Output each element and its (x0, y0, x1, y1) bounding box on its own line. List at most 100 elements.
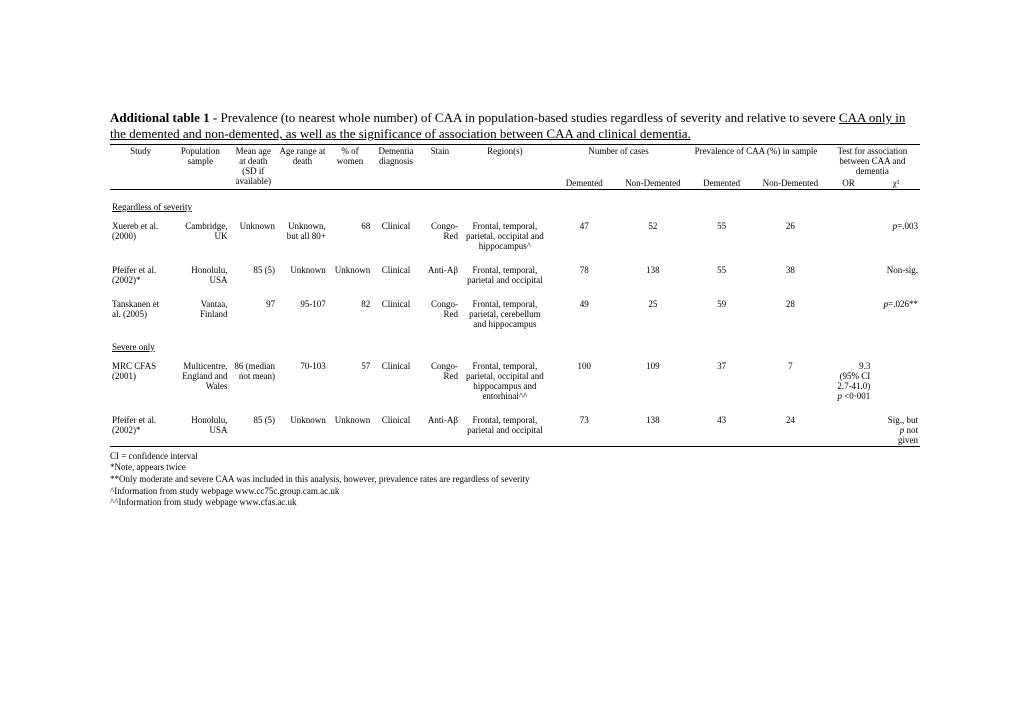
cell-dementia-dx: Clinical (372, 414, 420, 447)
cell-stain: Congo-Red (420, 220, 460, 252)
spacer-row (110, 286, 920, 298)
cell-pct-women: 57 (328, 360, 372, 402)
chi2-l1: Sig., but (888, 415, 918, 425)
chi2-pre: Non-sig. (887, 265, 918, 275)
cell-mean-age: 85 (5) (229, 264, 277, 286)
cell-dementia-dx: Clinical (372, 220, 420, 252)
cell-pop: Cambridge, UK (171, 220, 229, 252)
cell-mean-age: 86 (median not mean) (229, 360, 277, 402)
caption-body: Prevalence (to nearest whole number) of … (221, 110, 839, 125)
cell-study: MRC CFAS (2001) (110, 360, 171, 402)
cell-regions: Frontal, temporal, parietal, occipital a… (460, 220, 550, 252)
cell-p-nondem: 26 (756, 220, 825, 252)
cell-n-dem: 73 (550, 414, 619, 447)
cell-chi2 (872, 360, 920, 402)
cell-or (825, 264, 873, 286)
cell-p-nondem: 38 (756, 264, 825, 286)
cell-p-nondem: 7 (756, 360, 825, 402)
cell-n-nondem: 138 (619, 414, 688, 447)
cell-mean-age: 97 (229, 298, 277, 330)
cell-p-dem: 43 (687, 414, 756, 447)
cell-chi2: p=.003 (872, 220, 920, 252)
footnote: **Only moderate and severe CAA was inclu… (110, 474, 920, 486)
footnotes: CI = confidence interval *Note, appears … (110, 451, 920, 509)
table-row: Tanskanen et al. (2005) Vantaa, Finland … (110, 298, 920, 330)
chi2-post: =.003 (897, 221, 918, 231)
cell-or (825, 298, 873, 330)
col-population: Population sample (171, 144, 229, 189)
col-demented-2: Demented (687, 177, 756, 190)
cell-n-nondem: 25 (619, 298, 688, 330)
cell-pct-women: 68 (328, 220, 372, 252)
footnote: CI = confidence interval (110, 451, 920, 463)
cell-n-dem: 47 (550, 220, 619, 252)
cell-pop: Vantaa, Finland (171, 298, 229, 330)
header-row-1: Study Population sample Mean age at deat… (110, 144, 920, 177)
cell-mean-age: 85 (5) (229, 414, 277, 447)
cell-pop: Multicentre, England and Wales (171, 360, 229, 402)
col-test: Test for association between CAA and dem… (825, 144, 920, 177)
table-row: MRC CFAS (2001) Multicentre, England and… (110, 360, 920, 402)
footnote: *Note, appears twice (110, 462, 920, 474)
col-dementia-dx: Dementia diagnosis (372, 144, 420, 189)
cell-p-dem: 55 (687, 220, 756, 252)
page: Additional table 1 - Prevalence (to near… (0, 0, 1020, 549)
col-prevalence: Prevalence of CAA (%) in sample (687, 144, 824, 177)
cell-regions: Frontal, temporal, parietal and occipita… (460, 264, 550, 286)
col-stain: Stain (420, 144, 460, 189)
cell-stain: Congo-Red (420, 360, 460, 402)
section-row: Regardless of severity (110, 189, 920, 220)
cell-dementia-dx: Clinical (372, 298, 420, 330)
or-l1: 9.3 (859, 361, 870, 371)
col-chi2: χ² (872, 177, 920, 190)
cell-age-range: Unknown, but all 80+ (277, 220, 328, 252)
cell-or (825, 220, 873, 252)
cell-pct-women: Unknown (328, 414, 372, 447)
col-demented-1: Demented (550, 177, 619, 190)
cell-dementia-dx: Clinical (372, 264, 420, 286)
chi2-l3: given (898, 435, 918, 445)
cell-p-dem: 59 (687, 298, 756, 330)
col-or: OR (825, 177, 873, 190)
col-regions: Region(s) (460, 144, 550, 189)
or-l3: 2.7-41.0) (837, 381, 870, 391)
chi2-post: =.026** (888, 299, 918, 309)
cell-pop: Honolulu, USA (171, 414, 229, 447)
cell-p-nondem: 28 (756, 298, 825, 330)
cell-chi2: Non-sig. (872, 264, 920, 286)
cell-n-dem: 78 (550, 264, 619, 286)
table-caption: Additional table 1 - Prevalence (to near… (110, 110, 920, 143)
cell-stain: Anti-Aβ (420, 414, 460, 447)
col-study: Study (110, 144, 171, 189)
cell-n-nondem: 52 (619, 220, 688, 252)
col-age-range: Age range at death (277, 144, 328, 189)
or-l4post: <0·001 (842, 391, 870, 401)
cell-age-range: 70-103 (277, 360, 328, 402)
col-mean-age: Mean age at death (SD if available) (229, 144, 277, 189)
cell-or (825, 414, 873, 447)
data-table: Study Population sample Mean age at deat… (110, 144, 920, 447)
cell-pct-women: Unknown (328, 264, 372, 286)
table-row: Xuereb et al. (2000) Cambridge, UK Unkno… (110, 220, 920, 252)
cell-n-nondem: 109 (619, 360, 688, 402)
spacer-row (110, 252, 920, 264)
cell-dementia-dx: Clinical (372, 360, 420, 402)
footnote: ^Information from study webpage www.cc75… (110, 486, 920, 498)
cell-stain: Congo-Red (420, 298, 460, 330)
cell-study: Pfeifer et al. (2002)* (110, 414, 171, 447)
section-regardless: Regardless of severity (110, 189, 920, 220)
cell-p-dem: 55 (687, 264, 756, 286)
cell-pop: Honolulu, USA (171, 264, 229, 286)
cell-p-dem: 37 (687, 360, 756, 402)
section-row: Severe only (110, 330, 920, 360)
cell-regions: Frontal, temporal, parietal, occipital a… (460, 360, 550, 402)
cell-age-range: Unknown (277, 264, 328, 286)
cell-p-nondem: 24 (756, 414, 825, 447)
chi2-l2post: not (904, 425, 918, 435)
table-row: Pfeifer et al. (2002)* Honolulu, USA 85 … (110, 414, 920, 447)
caption-prefix: Additional table 1 - (110, 110, 221, 125)
footnote: ^^Information from study webpage www.cfa… (110, 497, 920, 509)
col-nondemented-2: Non-Demented (756, 177, 825, 190)
section-severe: Severe only (110, 330, 920, 360)
cell-mean-age: Unknown (229, 220, 277, 252)
